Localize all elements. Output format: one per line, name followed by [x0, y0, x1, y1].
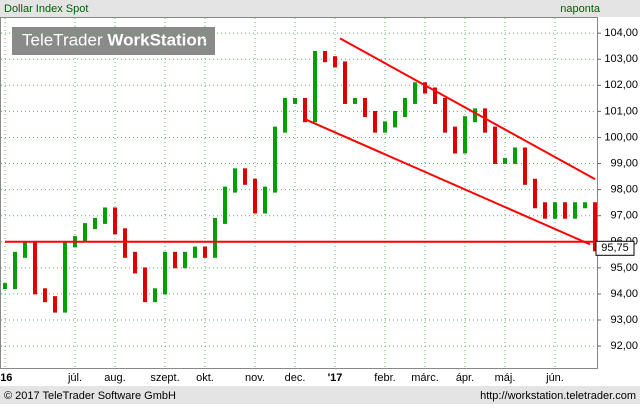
x-tick-label: máj. — [495, 372, 516, 384]
last-price-box — [595, 240, 635, 256]
watermark: TeleTrader WorkStation — [22, 31, 207, 50]
x-tick-label: szept. — [150, 372, 179, 384]
price-bar — [583, 202, 587, 209]
y-tick-label: 92,00 — [610, 340, 638, 352]
url: http://workstation.teletrader.com — [480, 390, 636, 402]
price-bar — [103, 207, 107, 224]
price-bar — [543, 202, 547, 219]
copyright: © 2017 TeleTrader Software GmbH — [4, 390, 176, 402]
x-tick-label: '16 — [0, 372, 12, 384]
price-bar — [293, 97, 297, 104]
y-tick-label: 97,00 — [610, 210, 638, 222]
price-bar — [363, 97, 367, 117]
y-tick-label: 98,00 — [610, 184, 638, 196]
x-tick-label: okt. — [196, 372, 214, 384]
price-bar — [473, 108, 477, 123]
price-bar — [53, 296, 57, 313]
price-bar — [423, 82, 427, 94]
y-tick-label: 104,00 — [604, 27, 638, 39]
x-tick-label: aug. — [104, 372, 125, 384]
y-tick-label: 93,00 — [610, 314, 638, 326]
price-bar — [273, 126, 277, 193]
footer-bar — [0, 386, 640, 404]
price-bar — [563, 202, 567, 219]
price-bar — [3, 283, 7, 290]
y-tick-label: 103,00 — [604, 53, 638, 65]
price-bar — [553, 202, 557, 219]
price-bar — [503, 157, 507, 164]
price-bar — [23, 241, 27, 258]
x-tick-label: febr. — [374, 372, 395, 384]
y-tick-label: 99,00 — [610, 157, 638, 169]
y-tick-label: 100,00 — [604, 131, 638, 143]
y-tick-label: 94,00 — [610, 288, 638, 300]
price-bar — [323, 50, 327, 63]
price-bar — [183, 251, 187, 269]
trend-line — [304, 118, 591, 246]
price-bar — [573, 202, 577, 219]
x-tick-label: júl. — [67, 372, 82, 384]
price-bar — [93, 217, 97, 230]
x-tick-label: ápr. — [456, 372, 474, 384]
price-bar — [63, 241, 67, 313]
price-bar — [393, 110, 397, 128]
price-bar — [483, 108, 487, 133]
price-bar — [283, 97, 287, 133]
x-tick-label: '17 — [328, 372, 343, 384]
price-bar — [333, 56, 337, 68]
last-price-label: 95,75 — [601, 242, 629, 254]
price-bar — [33, 241, 37, 295]
x-tick-label: dec. — [285, 372, 306, 384]
price-bar — [433, 87, 437, 104]
price-bar — [13, 251, 17, 290]
price-bar — [223, 186, 227, 224]
x-tick-label: jún. — [545, 372, 564, 384]
price-bar — [443, 97, 447, 133]
price-bar — [263, 186, 267, 214]
interval: naponta — [560, 3, 601, 15]
x-tick-label: márc. — [411, 372, 439, 384]
price-bar — [163, 251, 167, 295]
price-bar — [523, 147, 527, 185]
price-bar — [233, 168, 237, 193]
trend-line — [339, 37, 596, 181]
price-bar — [403, 97, 407, 117]
price-bar — [143, 267, 147, 303]
header-bar — [0, 0, 640, 17]
price-bar — [203, 246, 207, 258]
price-bar — [253, 178, 257, 214]
price-bar — [133, 251, 137, 274]
price-bar — [303, 97, 307, 123]
y-tick-label: 95,00 — [610, 262, 638, 274]
price-bar — [463, 116, 467, 154]
plot-frame — [0, 17, 598, 369]
price-bar — [243, 168, 247, 185]
watermark-box — [12, 27, 215, 55]
price-bar — [313, 50, 317, 123]
price-bar — [83, 223, 87, 243]
y-tick-label: 101,00 — [604, 105, 638, 117]
instrument: Dollar Index Spot — [4, 3, 88, 15]
price-bar — [43, 288, 47, 303]
price-bar — [593, 202, 597, 252]
price-bar — [383, 121, 387, 133]
y-tick-label: 102,00 — [604, 79, 638, 91]
price-bar — [343, 61, 347, 104]
price-bar — [173, 251, 177, 269]
price-bar — [353, 97, 357, 104]
price-bar — [373, 110, 377, 133]
price-bar — [513, 147, 517, 164]
price-bar — [153, 288, 157, 303]
price-bar — [123, 228, 127, 258]
price-bar — [193, 246, 197, 258]
price-bar — [113, 207, 117, 235]
price-bar — [533, 178, 537, 209]
price-bar — [213, 217, 217, 258]
price-bar — [493, 126, 497, 164]
price-bar — [413, 82, 417, 104]
x-tick-label: nov. — [245, 372, 265, 384]
price-bar — [453, 126, 457, 154]
